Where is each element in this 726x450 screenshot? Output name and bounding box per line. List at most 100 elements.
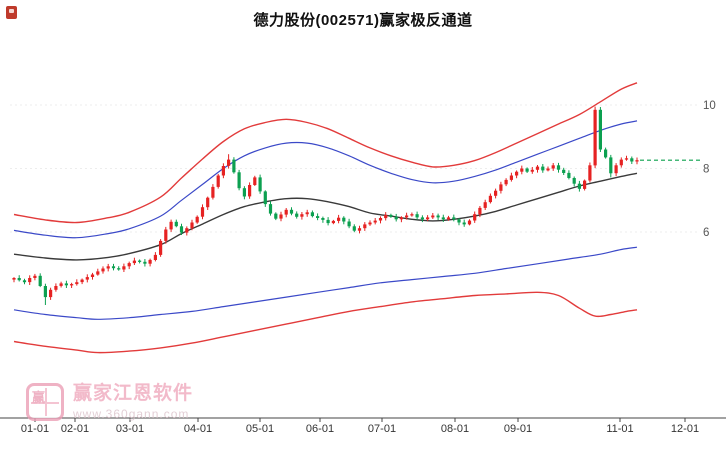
candle[interactable] [295,211,299,219]
candle[interactable] [588,162,592,183]
candle[interactable] [473,211,477,223]
candle[interactable] [535,165,540,173]
candle[interactable] [216,173,220,189]
candle[interactable] [132,257,136,265]
candle[interactable] [515,170,519,179]
candle[interactable] [43,283,47,305]
candle[interactable] [635,157,639,165]
candle[interactable] [211,184,215,200]
candle[interactable] [337,214,341,224]
candle[interactable] [488,193,492,204]
candle[interactable] [577,180,581,192]
candle[interactable] [462,219,466,227]
candle[interactable] [357,225,362,234]
candle[interactable] [494,188,498,199]
candle[interactable] [49,287,53,300]
candle[interactable] [85,274,89,283]
candle[interactable] [54,283,58,292]
candle[interactable] [253,175,257,186]
candle[interactable] [310,210,314,218]
candle[interactable] [583,179,587,191]
candle[interactable] [148,258,152,267]
candle[interactable] [258,174,262,194]
candle[interactable] [405,212,409,220]
candle[interactable] [467,219,472,226]
candle[interactable] [263,190,267,207]
candle[interactable] [436,213,440,221]
candle[interactable] [106,263,110,272]
candle[interactable] [520,165,524,175]
candle[interactable] [572,176,576,187]
candle[interactable] [237,169,241,191]
candle[interactable] [64,280,68,288]
candle[interactable] [326,217,330,226]
candle[interactable] [426,215,430,222]
candle[interactable] [530,167,534,174]
candle[interactable] [300,212,304,220]
candle[interactable] [415,211,419,220]
candle[interactable] [111,263,116,271]
candle[interactable] [352,224,356,233]
candle[interactable] [384,212,388,221]
candle[interactable] [624,155,629,161]
candle[interactable] [38,273,42,288]
candle[interactable] [614,163,618,177]
candle[interactable] [478,206,482,218]
candle[interactable] [389,213,393,218]
candle[interactable] [33,273,37,281]
candle[interactable] [410,212,414,217]
candle[interactable] [368,220,372,226]
candle[interactable] [609,154,613,178]
candle[interactable] [138,259,142,264]
candle[interactable] [200,204,205,220]
candle[interactable] [593,106,597,169]
candle[interactable] [289,207,294,216]
candle[interactable] [279,211,283,222]
candle[interactable] [169,219,173,232]
candle[interactable] [546,166,550,172]
candle[interactable] [122,263,126,272]
candle[interactable] [153,252,157,262]
candle[interactable] [363,222,367,231]
candle[interactable] [206,196,210,210]
candle[interactable] [101,266,105,274]
candle[interactable] [159,239,163,257]
candle[interactable] [305,209,309,217]
candle[interactable] [274,212,278,221]
candle[interactable] [331,219,335,225]
candle[interactable] [457,218,461,226]
candle[interactable] [394,213,398,222]
candle[interactable] [17,275,21,282]
candle[interactable] [174,219,178,228]
candle[interactable] [117,266,121,271]
candle[interactable] [22,278,27,285]
candle[interactable] [504,178,508,187]
candle[interactable] [96,268,100,276]
candle[interactable] [541,164,545,173]
candle[interactable] [509,172,513,182]
candle[interactable] [143,259,147,267]
candle[interactable] [604,147,608,159]
candle[interactable] [268,201,273,216]
candle[interactable] [567,170,571,180]
candle[interactable] [431,213,435,219]
candle[interactable] [347,218,351,229]
candle[interactable] [284,208,288,218]
candle[interactable] [127,261,131,270]
candle[interactable] [483,199,487,210]
candlestick-series[interactable] [12,106,639,305]
candle[interactable] [556,162,561,173]
candle[interactable] [75,279,79,286]
candle[interactable] [321,216,325,223]
candle[interactable] [70,282,74,288]
candle[interactable] [420,215,424,223]
candle[interactable] [551,163,555,171]
candle[interactable] [221,163,225,179]
candle[interactable] [342,216,346,225]
candle[interactable] [441,214,445,222]
candle[interactable] [179,223,184,235]
candle[interactable] [195,215,199,224]
candle[interactable] [12,277,16,283]
candle[interactable] [373,218,377,225]
